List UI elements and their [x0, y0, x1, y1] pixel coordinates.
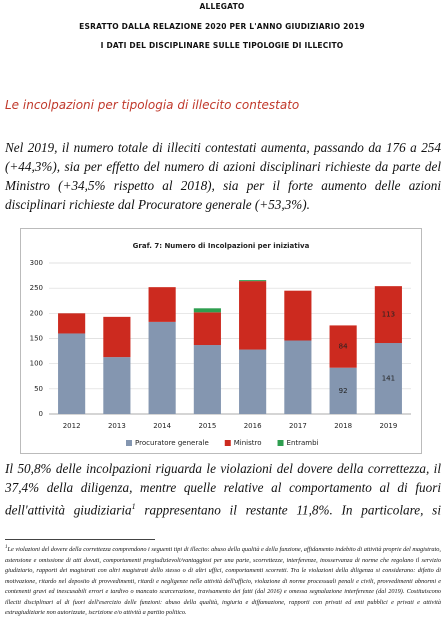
y-tick-label: 300 — [30, 259, 43, 267]
chart-title: Graf. 7: Numero di Incolpazioni per iniz… — [133, 242, 310, 250]
legend-swatch — [277, 440, 284, 446]
bar-segment — [239, 281, 267, 350]
footnote-rule — [5, 539, 155, 540]
data-label: 141 — [382, 375, 395, 383]
bar-segment — [374, 286, 402, 344]
legend-label: Procuratore generale — [135, 439, 209, 447]
header-line: ESRATTO DALLA RELAZIONE 2020 PER L'ANNO … — [79, 22, 365, 31]
x-tick-label: 2019 — [379, 422, 397, 430]
bar-segment — [239, 280, 267, 282]
chart: Graf. 7: Numero di Incolpazioni per iniz… — [30, 242, 411, 447]
y-tick-label: 200 — [30, 309, 43, 317]
legend-label: Entrambi — [287, 439, 319, 447]
x-tick-label: 2015 — [198, 422, 216, 430]
x-tick-label: 2014 — [153, 422, 171, 430]
footnote-text: Le violazioni del dovere della correttez… — [5, 546, 441, 617]
bar-segment — [374, 343, 402, 414]
paragraph: Il 50,8% delle incolpazioni riguarda le … — [5, 459, 441, 519]
text: Il 50,8% delle incolpazioni riguarda le … — [5, 461, 441, 518]
x-tick-label: 2016 — [244, 422, 262, 430]
bar-segment — [329, 367, 357, 414]
y-tick-label: 0 — [39, 410, 43, 418]
footnote: 1Le violazioni del dovere della corrette… — [5, 543, 441, 619]
bar-segment — [148, 287, 176, 322]
text: rappresentano il restante 11,8%. In part… — [135, 502, 441, 518]
bar-segment — [103, 357, 131, 414]
bar-segment — [284, 290, 312, 341]
section-title: Le incolpazioni per tipologia di illecit… — [5, 98, 300, 112]
legend-label: Ministro — [234, 439, 262, 447]
legend-swatch — [224, 440, 231, 446]
footnote-number: 1 — [5, 545, 8, 550]
y-tick-label: 100 — [30, 360, 43, 368]
x-tick-label: 2012 — [63, 422, 81, 430]
footnote-ref: 1 — [131, 502, 136, 511]
bar-segment — [193, 345, 221, 414]
bar-segment — [193, 312, 221, 346]
bar-segment — [329, 325, 357, 368]
bar-segment — [239, 349, 267, 414]
legend-swatch — [126, 440, 132, 446]
bar-segment — [58, 313, 86, 334]
y-tick-label: 150 — [30, 335, 43, 343]
y-tick-label: 50 — [34, 385, 43, 393]
x-tick-label: 2013 — [108, 422, 126, 430]
x-tick-label: 2017 — [289, 422, 307, 430]
chart-frame: Graf. 7: Numero di Incolpazioni per iniz… — [20, 228, 422, 454]
bar-segment — [148, 321, 176, 414]
y-tick-label: 250 — [30, 284, 43, 292]
paragraph: Nel 2019, il numero totale di illeciti c… — [5, 140, 441, 212]
data-label: 113 — [382, 311, 395, 319]
bar-segment — [103, 316, 131, 358]
bar-segment — [284, 340, 312, 414]
header-line: I DATI DEL DISCIPLINARE SULLE TIPOLOGIE … — [100, 41, 344, 50]
bar-segment — [193, 308, 221, 313]
header-line: ALLEGATO — [199, 2, 245, 11]
data-label: 92 — [339, 387, 348, 395]
data-label: 84 — [339, 343, 348, 351]
bar-segment — [58, 333, 86, 414]
x-tick-label: 2018 — [334, 422, 352, 430]
